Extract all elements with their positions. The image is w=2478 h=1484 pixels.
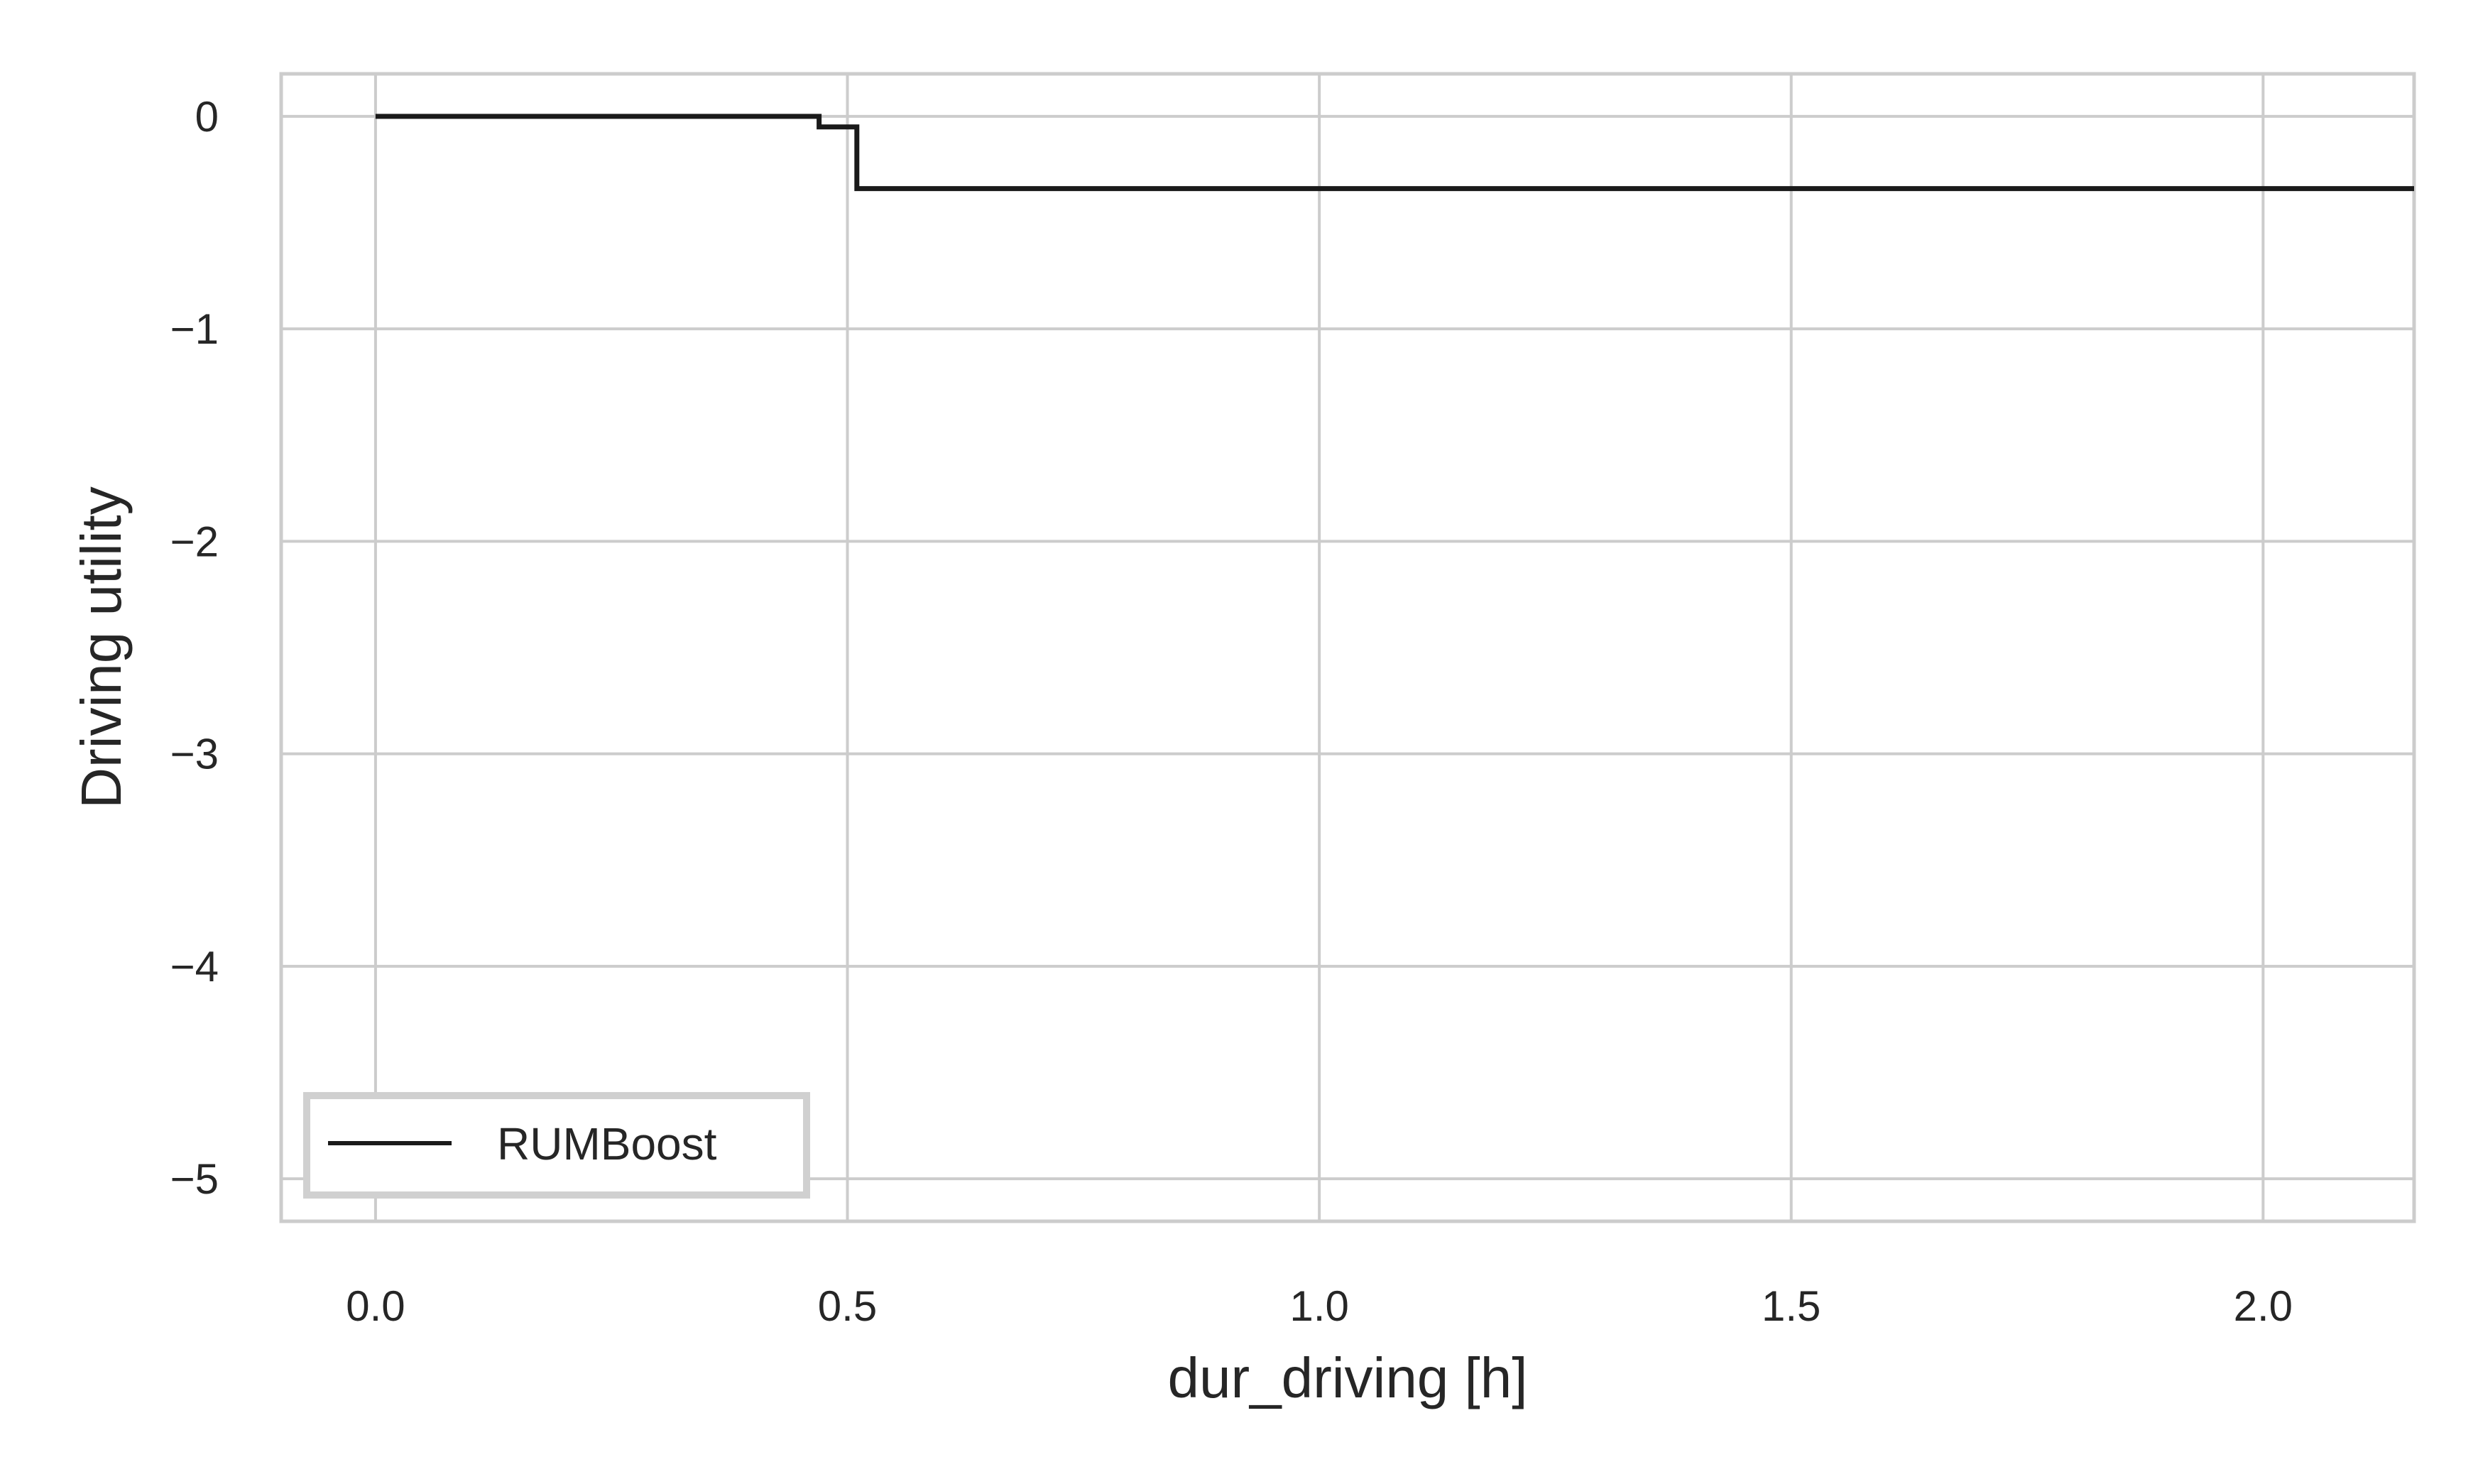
legend-label: RUMBoost: [497, 1118, 717, 1169]
y-tick-label: 0: [195, 93, 219, 141]
series-line-rumboost: [375, 114, 2414, 192]
y-tick-label: −5: [170, 1155, 219, 1203]
x-tick-label: 0.5: [818, 1282, 877, 1330]
y-tick-label: −2: [170, 518, 219, 565]
legend: RUMBoost: [303, 1092, 810, 1199]
x-tick-label: 1.0: [1289, 1282, 1348, 1330]
x-axis-title: dur_driving [h]: [1168, 1346, 1528, 1409]
plot-area-frame: [279, 72, 2416, 1223]
y-tick-label: −3: [170, 731, 219, 778]
x-tick-label: 2.0: [2234, 1282, 2293, 1330]
x-tick-label: 0.0: [346, 1282, 405, 1330]
series-layer: [375, 114, 2414, 192]
y-tick-label: −4: [170, 943, 219, 991]
x-tick-label: 1.5: [1762, 1282, 1821, 1330]
y-tick-label: −1: [170, 305, 219, 353]
tick-labels: 0.0 0.5 1.0 1.5 2.0 0 −1 −2 −3 −4 −5: [170, 93, 2293, 1330]
y-axis-title: Driving utility: [70, 486, 133, 808]
